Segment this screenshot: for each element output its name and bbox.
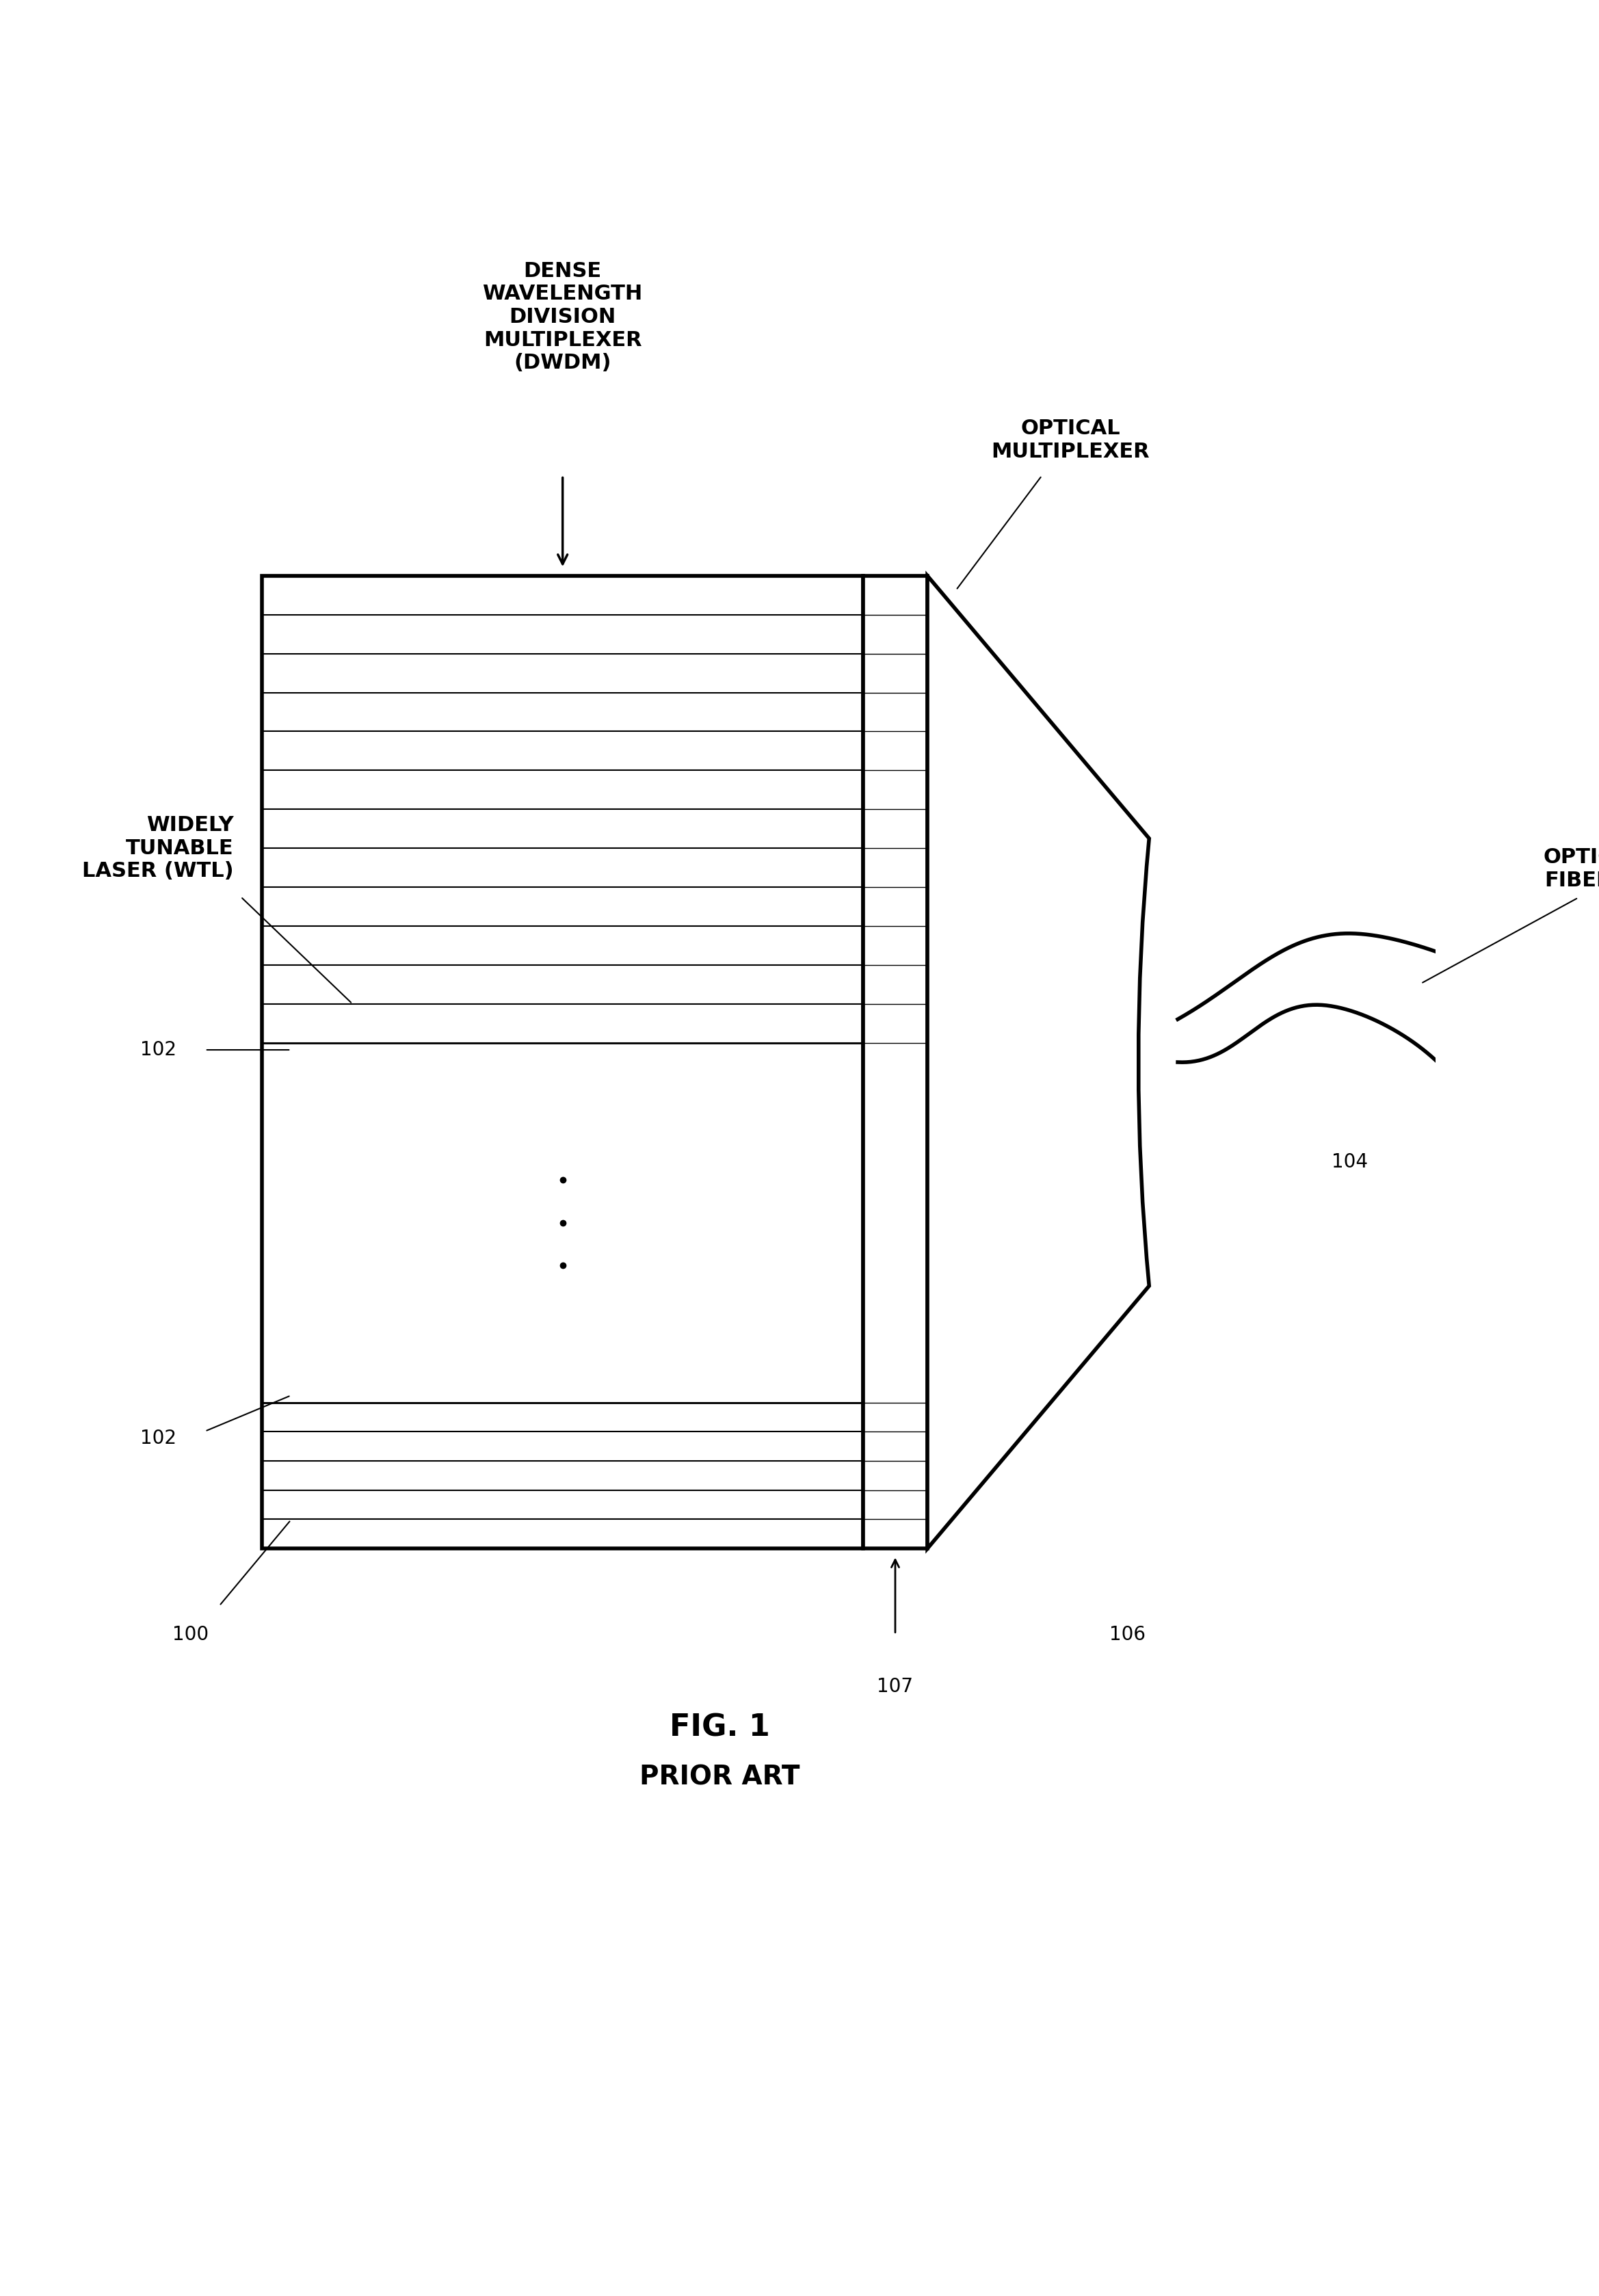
Text: 104: 104 xyxy=(1332,1153,1367,1171)
Text: 102: 102 xyxy=(141,1040,176,1058)
Text: 102: 102 xyxy=(141,1428,176,1449)
PathPatch shape xyxy=(927,576,1150,1548)
Text: OPTICAL
MULTIPLEXER: OPTICAL MULTIPLEXER xyxy=(991,418,1150,461)
Text: DENSE
WAVELENGTH
DIVISION
MULTIPLEXER
(DWDM): DENSE WAVELENGTH DIVISION MULTIPLEXER (D… xyxy=(483,262,643,372)
Text: 106: 106 xyxy=(1110,1626,1146,1644)
Text: 100: 100 xyxy=(173,1626,209,1644)
Text: WIDELY
TUNABLE
LASER (WTL): WIDELY TUNABLE LASER (WTL) xyxy=(82,815,233,882)
Bar xyxy=(863,576,927,1548)
Text: OPTIC
FIBER: OPTIC FIBER xyxy=(1543,847,1599,891)
Text: FIG. 1: FIG. 1 xyxy=(670,1713,771,1743)
Bar xyxy=(262,576,863,1548)
Text: PRIOR ART: PRIOR ART xyxy=(640,1763,800,1791)
Text: 107: 107 xyxy=(878,1678,913,1697)
